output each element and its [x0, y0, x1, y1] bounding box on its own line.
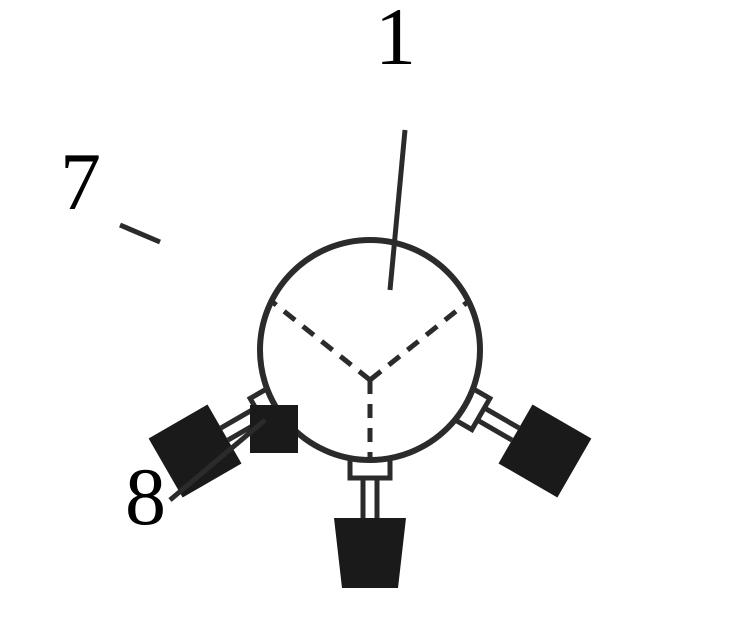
label-8: 8	[125, 450, 166, 544]
label-1: 1	[375, 0, 416, 84]
diagram-canvas	[0, 0, 731, 632]
label-7: 7	[60, 135, 101, 229]
